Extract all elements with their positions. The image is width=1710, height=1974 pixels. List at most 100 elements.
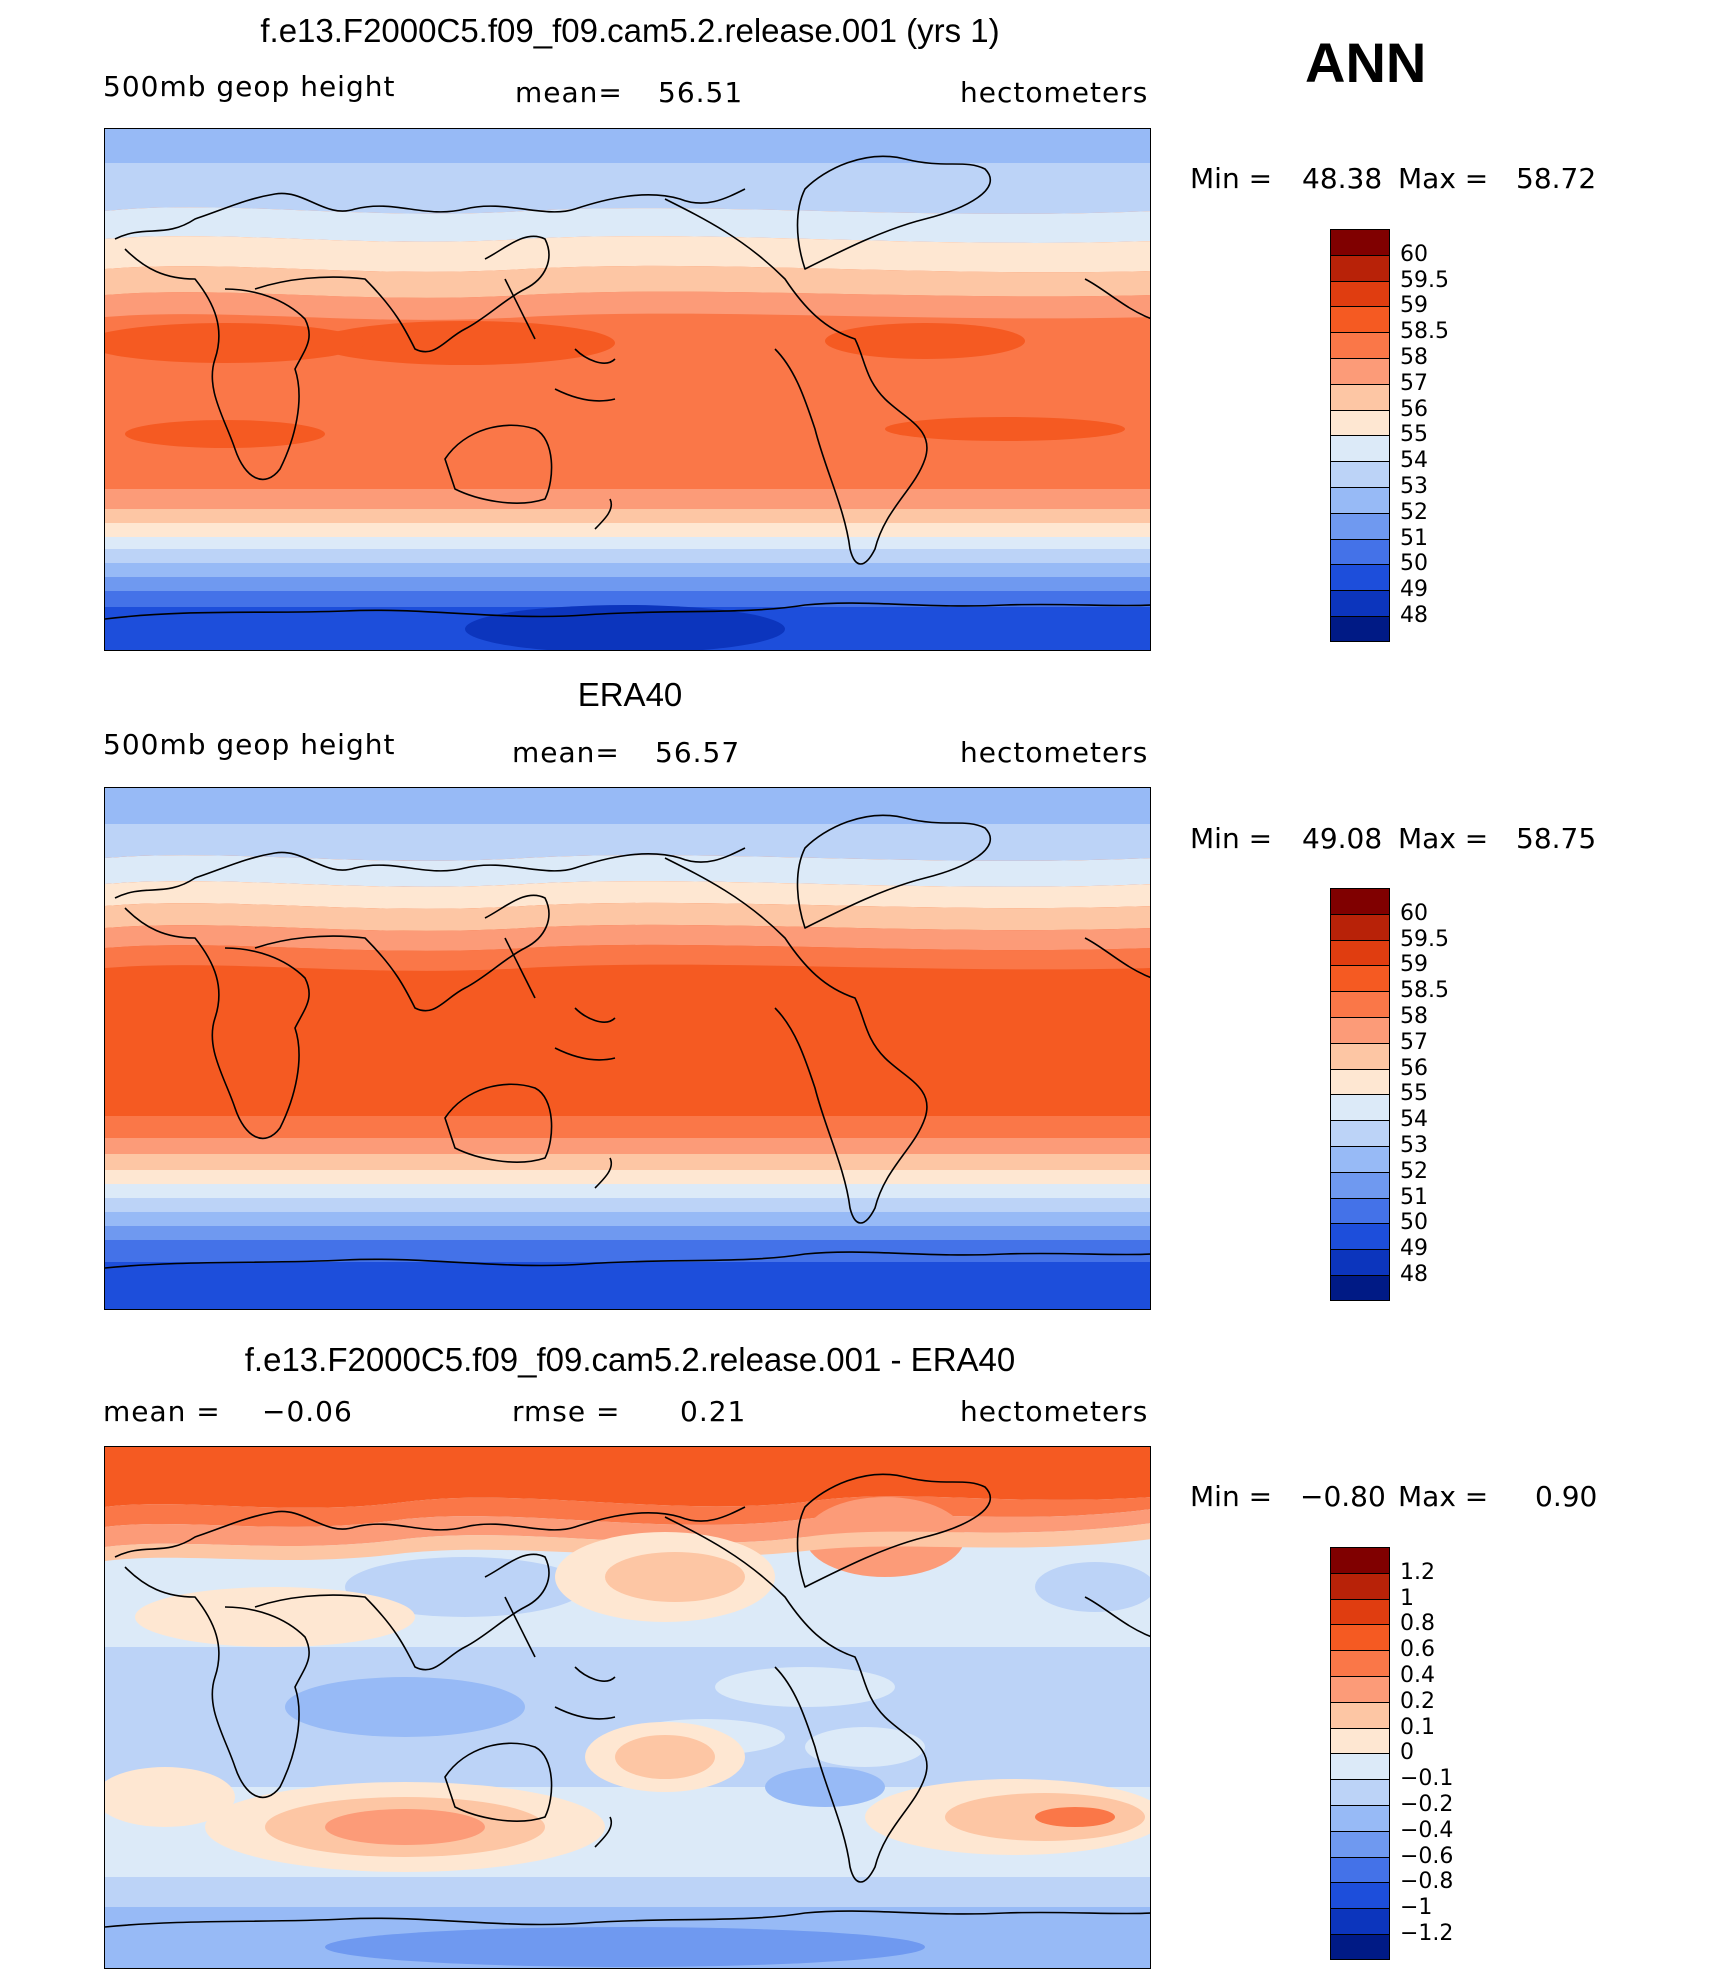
colorbar-swatch: [1330, 1146, 1390, 1173]
colorbar-tick-label: 59: [1400, 293, 1428, 319]
colorbar-boundary: [1330, 512, 1390, 514]
season-label: ANN: [1305, 31, 1427, 94]
panel-2-min-value: 49.08: [1302, 822, 1383, 855]
colorbar-swatch: [1330, 306, 1390, 333]
colorbar-boundary: [1330, 991, 1390, 993]
colorbar-swatch: [1330, 383, 1390, 411]
colorbar-swatch: [1330, 616, 1390, 643]
colorbar-boundary: [1330, 1120, 1390, 1122]
colorbar-tick-label: 57: [1400, 1029, 1428, 1055]
panel-1-contour-field: [105, 129, 1150, 650]
colorbar-tick-label: 0: [1400, 1740, 1414, 1766]
colorbar-boundary: [1330, 487, 1390, 488]
panel-1-variable: 500mb geop height: [103, 70, 396, 103]
colorbar-tick-label: −0.2: [1400, 1792, 1454, 1817]
colorbar-boundary: [1330, 1856, 1390, 1858]
panel-2-variable: 500mb geop height: [103, 728, 396, 761]
colorbar-tick-label: 48: [1400, 603, 1428, 628]
colorbar-boundary: [1330, 939, 1390, 941]
colorbar-boundary: [1330, 1068, 1390, 1070]
colorbar-boundary: [1330, 913, 1390, 915]
colorbar-boundary: [1330, 306, 1390, 308]
colorbar-swatch: [1330, 965, 1390, 992]
colorbar-tick-label: 51: [1400, 1184, 1428, 1210]
panel-1-max-label: Max =: [1398, 162, 1489, 195]
colorbar-tick-label: 58: [1400, 345, 1428, 370]
colorbar-swatch: [1330, 1120, 1390, 1147]
colorbar-tick-label: 60: [1400, 900, 1428, 926]
panel-2-mean-label: mean=: [512, 736, 620, 769]
colorbar-swatch: [1330, 913, 1390, 941]
colorbar-tick-label: 49: [1400, 577, 1428, 603]
colorbar-tick-label: 56: [1400, 1055, 1428, 1081]
colorbar-swatch: [1330, 487, 1390, 514]
panel-1-map: [104, 128, 1151, 651]
colorbar-swatch: [1330, 435, 1390, 462]
colorbar-swatch: [1330, 1068, 1390, 1095]
colorbar-tick-label: 54: [1400, 448, 1428, 474]
colorbar-swatch: [1330, 1934, 1390, 1961]
colorbar-swatch: [1330, 358, 1390, 385]
colorbar-swatch: [1330, 590, 1390, 617]
colorbar-swatch: [1330, 512, 1390, 540]
colorbar-tick-label: 56: [1400, 396, 1428, 422]
colorbar-boundary: [1330, 1094, 1390, 1096]
colorbar-boundary: [1330, 1572, 1390, 1574]
colorbar-swatch: [1330, 229, 1390, 256]
panel-3-rmse-value: 0.21: [680, 1395, 747, 1428]
colorbar-swatch: [1330, 1882, 1390, 1909]
colorbar-tick-label: 53: [1400, 1133, 1428, 1158]
panel-1-mean-value: 56.51: [658, 76, 744, 109]
colorbar-swatch: [1330, 1598, 1390, 1625]
colorbar-tick-label: 0.1: [1400, 1714, 1435, 1740]
panel-3-max-value: 0.90: [1535, 1480, 1598, 1513]
panel-3-units: hectometers: [960, 1395, 1149, 1428]
colorbar-boundary: [1330, 332, 1390, 334]
colorbar-tick-label: 58: [1400, 1004, 1428, 1029]
colorbar-boundary: [1330, 1753, 1390, 1755]
colorbar-swatch: [1330, 1171, 1390, 1199]
colorbar-swatch: [1330, 461, 1390, 488]
panel-2-units: hectometers: [960, 736, 1149, 769]
colorbar-swatch: [1330, 1017, 1390, 1044]
colorbar-tick-label: 60: [1400, 241, 1428, 267]
colorbar-swatch: [1330, 1624, 1390, 1651]
colorbar-boundary: [1330, 590, 1390, 592]
colorbar-swatch: [1330, 1223, 1390, 1250]
panel-2-max-value: 58.75: [1516, 822, 1597, 855]
colorbar-boundary: [1330, 1908, 1390, 1910]
colorbar-boundary: [1330, 1146, 1390, 1147]
colorbar-swatch: [1330, 1197, 1390, 1224]
colorbar-boundary: [1330, 461, 1390, 463]
panel-3-title: f.e13.F2000C5.f09_f09.cam5.2.release.001…: [244, 1341, 1016, 1378]
colorbar-swatch: [1330, 1856, 1390, 1883]
colorbar-tick-label: 0.4: [1400, 1663, 1435, 1688]
colorbar-tick-label: 0.8: [1400, 1611, 1435, 1637]
colorbar-tick-label: −0.4: [1400, 1817, 1454, 1843]
colorbar-tick-label: −0.1: [1400, 1766, 1454, 1792]
colorbar-boundary: [1330, 1805, 1390, 1806]
panel-1-title: f.e13.F2000C5.f09_f09.cam5.2.release.001…: [260, 12, 1000, 49]
colorbar-boundary: [1330, 1727, 1390, 1729]
colorbar-swatch: [1330, 991, 1390, 1018]
colorbar-boundary: [1330, 1017, 1390, 1018]
colorbar-swatch: [1330, 564, 1390, 591]
colorbar-boundary: [1330, 1223, 1390, 1225]
panel-3-min-label: Min =: [1190, 1480, 1273, 1513]
colorbar-tick-label: −1: [1400, 1895, 1433, 1921]
colorbar-boundary: [1330, 254, 1390, 256]
colorbar-swatch: [1330, 1805, 1390, 1832]
colorbar-swatch: [1330, 1701, 1390, 1729]
panel-2-mean-value: 56.57: [655, 736, 741, 769]
panel-1-min-value: 48.38: [1302, 162, 1383, 195]
colorbar-boundary: [1330, 1701, 1390, 1703]
colorbar-tick-label: 0.2: [1400, 1688, 1435, 1714]
colorbar-tick-label: 58.5: [1400, 319, 1449, 345]
colorbar-swatch: [1330, 280, 1390, 307]
colorbar-swatch: [1330, 939, 1390, 966]
colorbar-boundary: [1330, 1249, 1390, 1251]
colorbar-swatch: [1330, 1753, 1390, 1780]
colorbar-tick-label: 50: [1400, 1210, 1428, 1236]
colorbar-swatch: [1330, 1275, 1390, 1302]
colorbar-boundary: [1330, 616, 1390, 617]
